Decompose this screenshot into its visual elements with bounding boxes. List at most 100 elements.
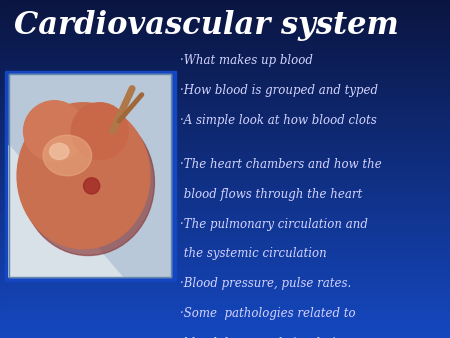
Bar [4, 71, 176, 281]
Bar [0, 230, 450, 232]
Bar [0, 73, 450, 74]
Bar [0, 90, 450, 91]
Bar [0, 24, 450, 25]
Bar [0, 226, 450, 228]
Bar [0, 52, 450, 54]
Bar [0, 255, 450, 257]
Text: ·Some  pathologies related to: ·Some pathologies related to [180, 307, 356, 320]
Bar [0, 319, 450, 321]
Bar [0, 194, 450, 196]
Bar [0, 243, 450, 245]
Bar [0, 171, 450, 172]
Bar [0, 101, 450, 103]
Bar [0, 123, 450, 125]
Bar [0, 63, 450, 64]
Bar [0, 149, 450, 150]
Bar [0, 206, 450, 208]
Bar [0, 76, 450, 78]
Bar [0, 179, 450, 181]
Bar [0, 335, 450, 336]
Ellipse shape [72, 103, 128, 160]
Bar [0, 71, 450, 73]
Bar [0, 66, 450, 68]
Bar [0, 196, 450, 198]
Bar [0, 88, 450, 90]
Bar [0, 208, 450, 210]
Bar [0, 216, 450, 218]
Bar [0, 42, 450, 44]
Bar [0, 161, 450, 162]
Bar [0, 112, 450, 113]
Bar [0, 167, 450, 169]
Bar [0, 330, 450, 331]
Bar [0, 188, 450, 189]
Bar [0, 198, 450, 199]
Bar [0, 39, 450, 41]
Bar [0, 134, 450, 135]
Bar [0, 49, 450, 51]
Bar [0, 304, 450, 306]
Bar [0, 14, 450, 15]
Text: ·A simple look at how blood clots: ·A simple look at how blood clots [180, 114, 377, 126]
Bar [0, 220, 450, 221]
Bar [0, 98, 450, 100]
Bar [0, 301, 450, 303]
Bar [0, 237, 450, 238]
Ellipse shape [17, 103, 150, 249]
Bar [0, 289, 450, 291]
Text: ·What makes up blood: ·What makes up blood [180, 54, 313, 67]
Bar [0, 106, 450, 108]
Bar [0, 316, 450, 318]
Bar [0, 245, 450, 247]
Bar [0, 137, 450, 139]
Text: Cardiovascular system: Cardiovascular system [14, 10, 398, 41]
Bar [0, 103, 450, 105]
Ellipse shape [22, 110, 154, 256]
Bar [0, 84, 450, 86]
Bar [0, 242, 450, 243]
Bar [0, 326, 450, 328]
Bar [0, 56, 450, 57]
Bar [0, 294, 450, 296]
Bar [0, 282, 450, 284]
Bar [0, 37, 450, 39]
Bar [0, 96, 450, 98]
Bar [0, 331, 450, 333]
Bar [0, 78, 450, 79]
Bar [0, 135, 450, 137]
Bar [0, 232, 450, 233]
Text: the systemic circulation: the systemic circulation [180, 247, 327, 260]
Bar [0, 238, 450, 240]
Bar [0, 122, 450, 123]
Bar [0, 323, 450, 324]
Bar [0, 275, 450, 277]
Bar [0, 199, 450, 201]
Bar [0, 270, 450, 272]
Bar [0, 68, 450, 69]
Bar [0, 281, 450, 282]
Bar [0, 17, 450, 19]
Bar [0, 257, 450, 259]
Bar [0, 30, 450, 32]
Bar [0, 108, 450, 110]
Bar [0, 47, 450, 49]
Bar [0, 247, 450, 248]
Bar [0, 83, 450, 84]
Bar [0, 12, 450, 14]
Bar [0, 105, 450, 106]
Bar [0, 51, 450, 52]
Bar [0, 10, 450, 12]
Bar [0, 213, 450, 215]
Bar [9, 74, 171, 277]
Bar [0, 269, 450, 270]
Bar [0, 130, 450, 132]
Bar [0, 287, 450, 289]
Bar [0, 193, 450, 194]
Bar [0, 125, 450, 127]
Ellipse shape [43, 135, 92, 176]
Bar [0, 8, 450, 10]
Bar [0, 155, 450, 157]
Bar [0, 110, 450, 112]
Bar [0, 265, 450, 267]
Bar [0, 252, 450, 254]
